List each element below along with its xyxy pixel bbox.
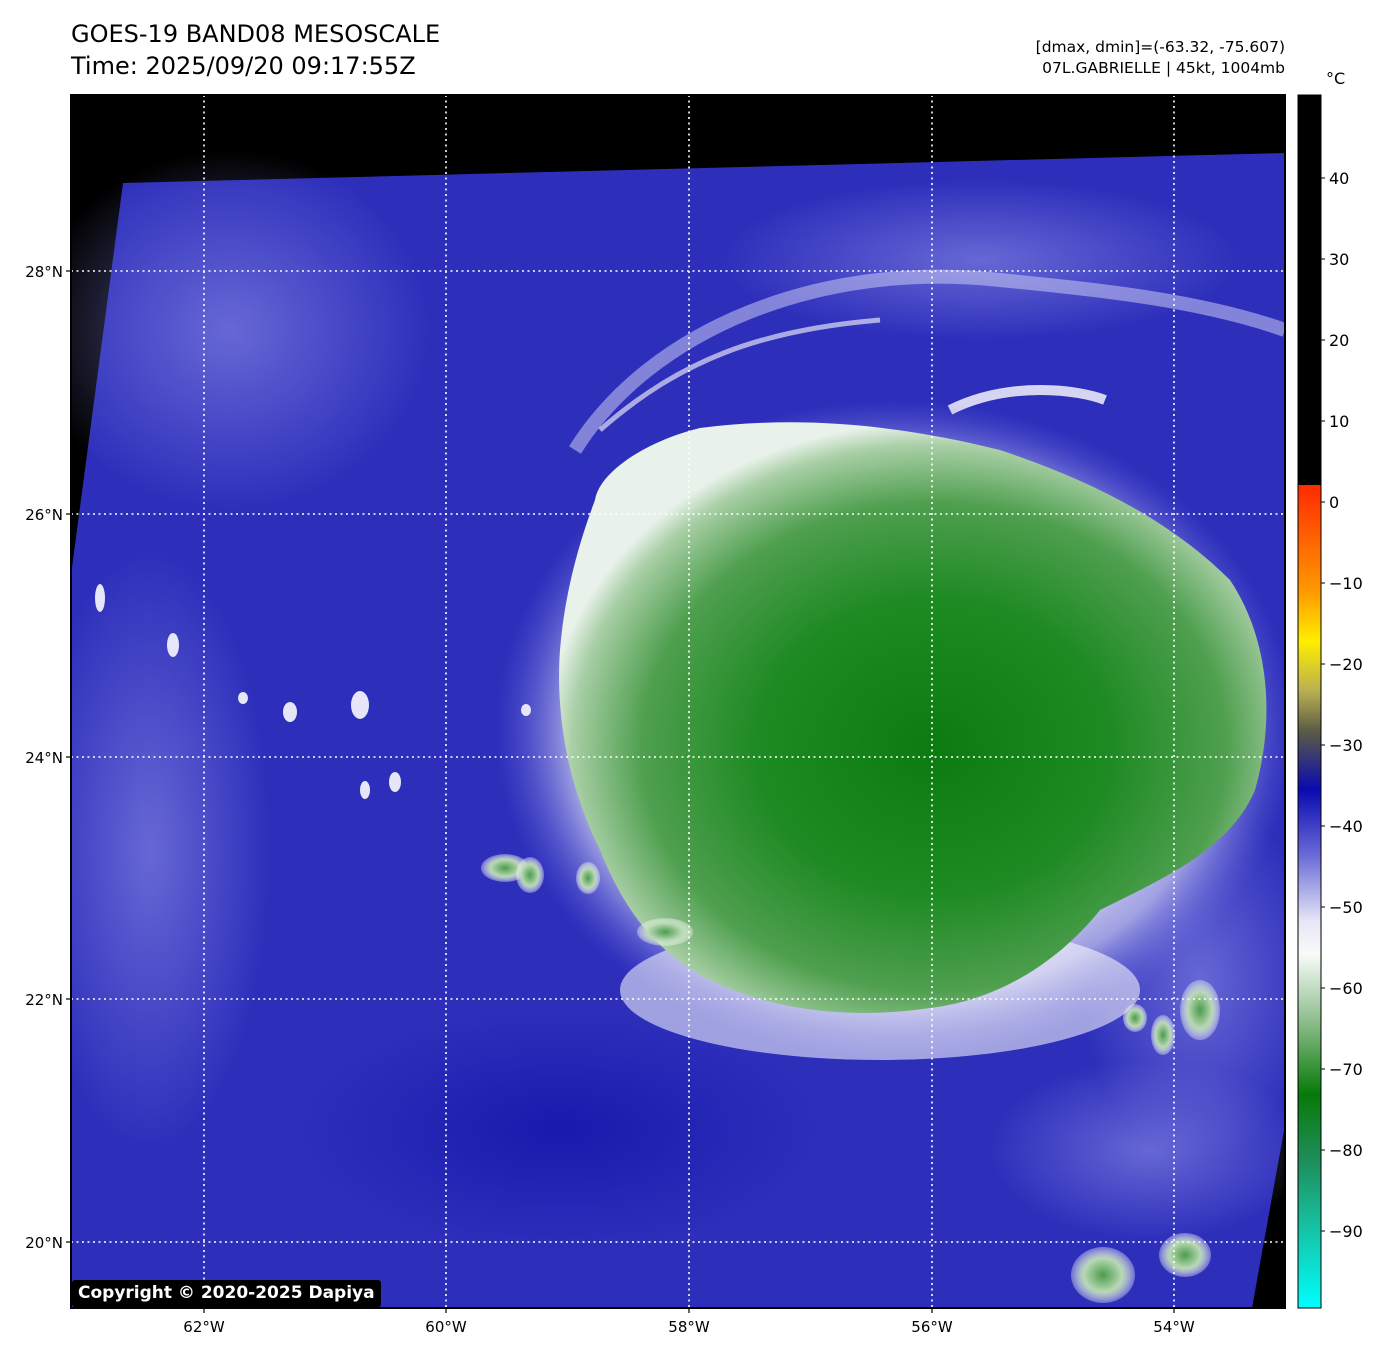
- colorbar-tick-label: −80: [1329, 1141, 1363, 1160]
- lon-label-54w: 54°W: [1153, 1318, 1195, 1336]
- gridlines: [71, 95, 1285, 1308]
- lat-label-20n: 20°N: [25, 1234, 63, 1252]
- lat-label-28n: 28°N: [25, 263, 63, 281]
- colorbar-tick-label: 10: [1329, 412, 1349, 431]
- storm-info-text: 07L.GABRIELLE | 45kt, 1004mb: [1042, 59, 1285, 77]
- colorbar-tick-label: 20: [1329, 331, 1349, 350]
- lon-label-58w: 58°W: [668, 1318, 710, 1336]
- lon-label-56w: 56°W: [911, 1318, 953, 1336]
- colorbar-tick-label: −60: [1329, 979, 1363, 998]
- map-frame: [70, 94, 1286, 1309]
- colorbar-tick-label: −40: [1329, 817, 1363, 836]
- colorbar-tick-label: −10: [1329, 574, 1363, 593]
- colorbar-unit: °C: [1326, 69, 1345, 88]
- lat-label-22n: 22°N: [25, 991, 63, 1009]
- lat-label-26n: 26°N: [25, 506, 63, 524]
- colorbar-tick-label: 40: [1329, 169, 1349, 188]
- lon-label-62w: 62°W: [183, 1318, 225, 1336]
- dmax-dmin-text: [dmax, dmin]=(-63.32, -75.607): [1035, 38, 1285, 56]
- colorbar-tick-label: −30: [1329, 736, 1363, 755]
- colorbar-tick-label: 30: [1329, 250, 1349, 269]
- colorbar-ticks: 40 30 20 10 0 −10 −20 −30 −40 −50 −60 −70 −80 −90: [1321, 169, 1363, 1241]
- colorbar-tick-label: −20: [1329, 655, 1363, 674]
- colorbar-tick-label: 0: [1329, 493, 1339, 512]
- lon-label-60w: 60°W: [425, 1318, 467, 1336]
- colorbar-tick-label: −50: [1329, 898, 1363, 917]
- title-line-2: Time: 2025/09/20 09:17:55Z: [71, 52, 416, 80]
- colorbar-tick-label: −70: [1329, 1060, 1363, 1079]
- copyright-badge: Copyright © 2020-2025 Dapiya: [72, 1280, 381, 1307]
- title-line-1: GOES-19 BAND08 MESOSCALE: [71, 20, 441, 48]
- satellite-image: [71, 95, 1285, 1308]
- lat-label-24n: 24°N: [25, 749, 63, 767]
- colorbar-tick-label: −90: [1329, 1222, 1363, 1241]
- axis-ticks: [66, 270, 1175, 1313]
- colorbar: °C: [1297, 69, 1345, 1309]
